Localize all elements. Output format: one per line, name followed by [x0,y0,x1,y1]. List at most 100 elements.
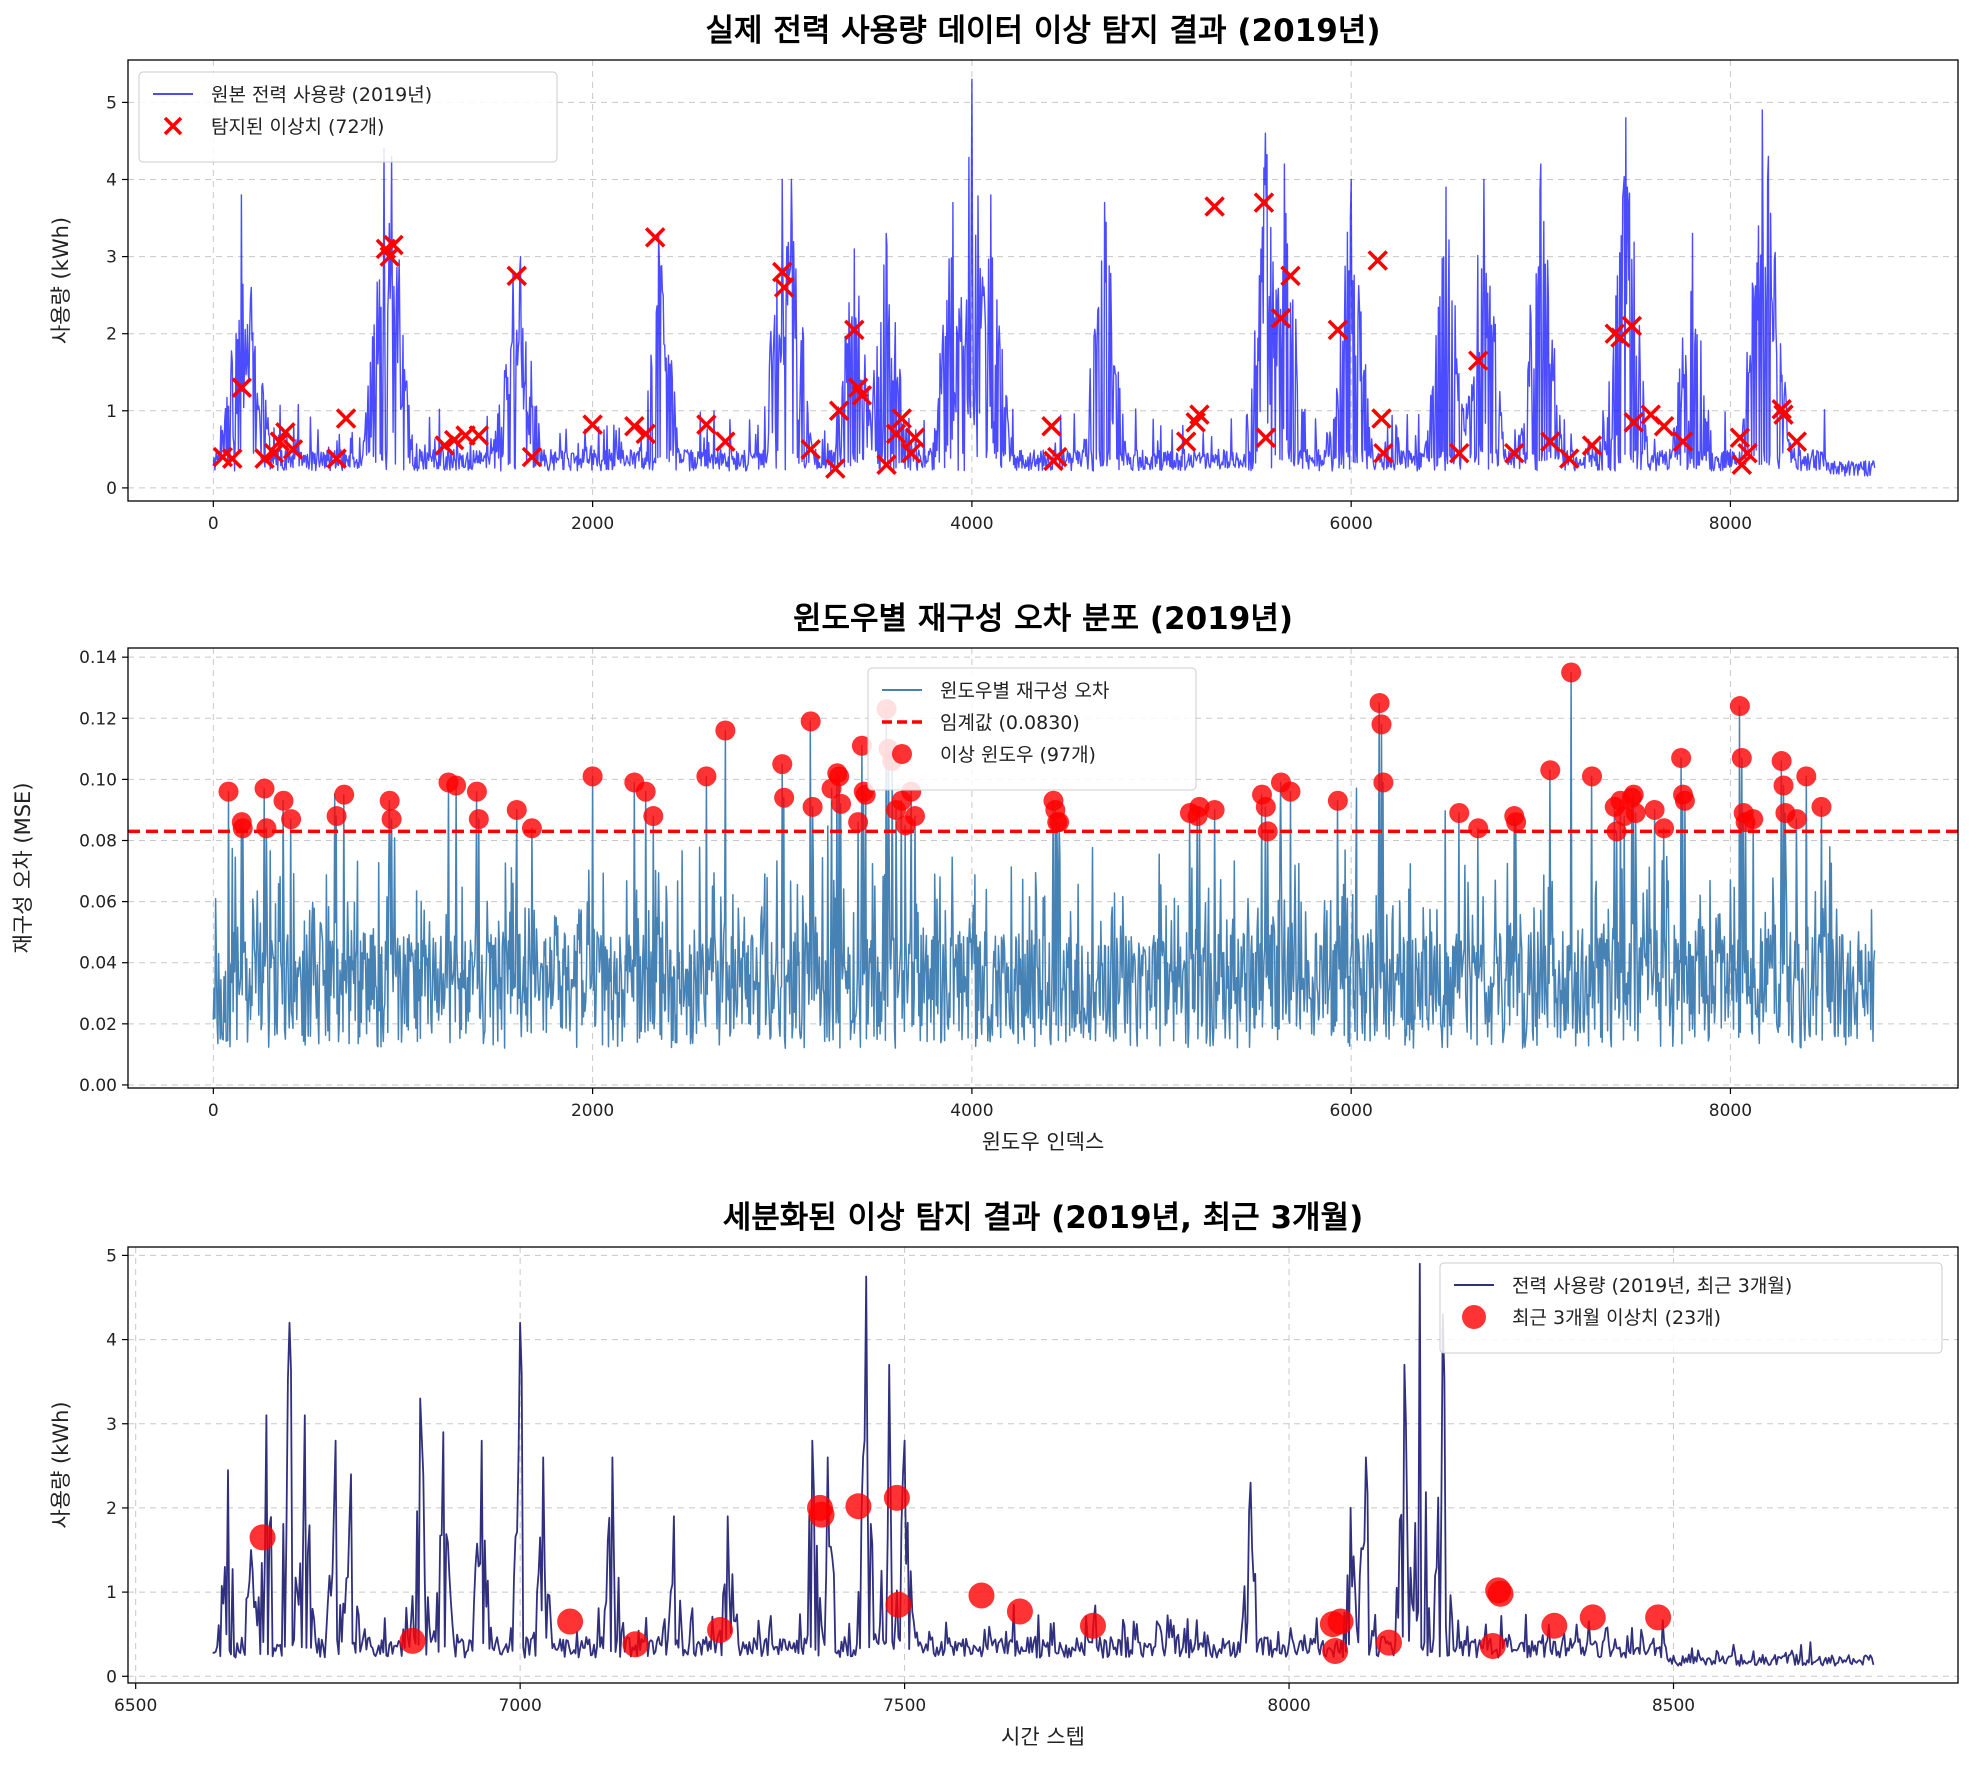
anomaly-window-marker [1561,662,1582,683]
anomaly-window-marker [1371,714,1392,735]
anomaly-x-marker [468,425,490,446]
anomaly-window-marker [1786,809,1807,830]
anomaly-x-marker [1467,350,1489,371]
anomaly-x-marker [1255,427,1277,449]
anomaly-x-marker [1621,315,1643,337]
legend-box [1439,1262,1943,1354]
x-tick-label: 8000 [1267,1696,1310,1716]
anomaly-x-marker [1046,446,1068,468]
anomaly-window-marker [273,790,294,811]
anomaly-window-marker [1255,796,1276,817]
anomaly-window-marker [381,809,402,830]
anomaly-window-marker [1674,790,1695,811]
anomaly-window-marker [218,781,239,802]
anomaly-x-marker [1189,404,1210,425]
anomaly-x-marker [1504,442,1525,464]
anomaly-x-marker [275,422,296,443]
legend-box [138,71,558,163]
x-tick-label: 6000 [1330,1101,1373,1121]
anomaly-x-marker [825,458,846,479]
y-axis-label: 사용량 (kWh) [49,1401,73,1528]
chart-panel-3: 6500 7000 7500 8000 8500 0 1 2 3 4 5 세분화된 이상 탐지 결과 … [49,1200,1959,1749]
y-tick-label: 1 [106,1583,117,1603]
anomaly-x-marker [443,429,465,451]
anomaly-x-marker [1373,442,1394,464]
y-tick-label: 0.10 [79,770,117,790]
y-tick-label: 4 [106,1331,117,1351]
recent-anomaly-marker [883,1484,910,1511]
x-axis-label: 시간 스텝 [1001,1725,1085,1749]
y-tick-label: 0.02 [79,1015,117,1035]
anomaly-x-marker [1367,250,1388,271]
y-tick-label: 0.00 [79,1076,117,1096]
x-tick-label: 8000 [1709,514,1752,534]
legend-label: 최근 3개월 이상치 (23개) [1512,1307,1721,1329]
legend-label: 이상 윈도우 (97개) [940,744,1096,766]
anomaly-window-marker [1327,790,1348,811]
anomaly-x-marker [635,423,656,445]
anomaly-window-marker [802,796,823,817]
recent-anomaly-marker [1327,1608,1354,1635]
y-tick-label: 2 [106,1499,117,1519]
recent-anomaly-marker [1487,1580,1514,1607]
legend-label: 윈도우별 재구성 오차 [940,680,1109,702]
anomaly-x-marker [1729,427,1751,449]
anomaly-window-marker [1796,766,1817,787]
recent-anomaly-marker [1376,1629,1403,1656]
recent-anomaly-marker [968,1582,995,1609]
x-tick-label: 7000 [499,1696,542,1716]
anomaly-x-marker [800,439,821,460]
axes-frame [127,59,1959,502]
anomaly-window-marker [829,766,850,787]
anomaly-window-marker [1729,696,1750,717]
anomaly-x-marker [335,408,357,429]
legend: 전력 사용량 (2019년, 최근 3개월) 최근 3개월 이상치 (23개) [1439,1262,1943,1354]
anomaly-window-marker [281,809,302,830]
chart-panel-1: 0 2000 4000 6000 8000 0 1 2 3 4 5 실제 전력 사용량 데이터 이상 … [49,13,1959,534]
anomaly-window-marker [1280,781,1301,802]
anomaly-x-marker [263,442,285,464]
anomaly-x-marker [282,439,304,460]
y-tick-label: 5 [106,1246,117,1266]
recent-anomaly-marker [1479,1632,1506,1659]
anomaly-window-marker [1606,821,1627,842]
anomaly-window-marker [466,781,487,802]
anomaly-window-marker [1773,775,1794,796]
anomaly-x-marker [876,454,897,476]
anomaly-window-marker [1369,693,1390,713]
anomaly-window-marker [1373,772,1394,793]
anomaly-x-marker [1731,454,1753,476]
anomaly-x-marker [1449,442,1470,464]
recent-anomaly-marker [249,1524,276,1551]
y-tick-label: 4 [106,171,117,191]
legend-circle-marker [892,744,912,764]
x-tick-label: 2000 [571,514,614,534]
x-tick-label: 4000 [950,514,993,534]
anomaly-x-marker [269,431,290,452]
anomaly-window-marker [446,775,467,796]
x-tick-label: 6500 [114,1696,157,1716]
anomaly-x-marker [844,319,865,341]
recent-anomaly-marker [1645,1604,1672,1631]
anomaly-x-marker [904,427,926,449]
anomaly-window-marker [1771,751,1792,772]
x-tick-label: 0 [208,514,219,534]
y-tick-label: 0.08 [79,832,117,852]
y-tick-label: 2 [106,325,117,345]
anomaly-x-marker [1327,319,1349,341]
anomaly-x-marker [1786,431,1808,452]
anomaly-window-marker [715,720,736,741]
recent-anomaly-marker [1079,1612,1106,1639]
recent-anomaly-marker [1006,1598,1033,1625]
anomaly-x-marker [773,277,795,298]
recent-anomaly-marker [622,1631,649,1658]
anomaly-window-marker [904,806,925,827]
y-tick-label: 0.14 [79,648,117,668]
anomaly-x-marker [1737,442,1758,464]
legend-label: 탐지된 이상치 (72개) [211,116,384,138]
anomaly-window-marker [521,818,542,839]
anomaly-x-marker [1270,308,1292,329]
recent-anomaly-marker [399,1627,426,1654]
anomaly-window-marker [256,818,277,839]
chart-title: 실제 전력 사용량 데이터 이상 탐지 결과 (2019년) [705,13,1380,49]
